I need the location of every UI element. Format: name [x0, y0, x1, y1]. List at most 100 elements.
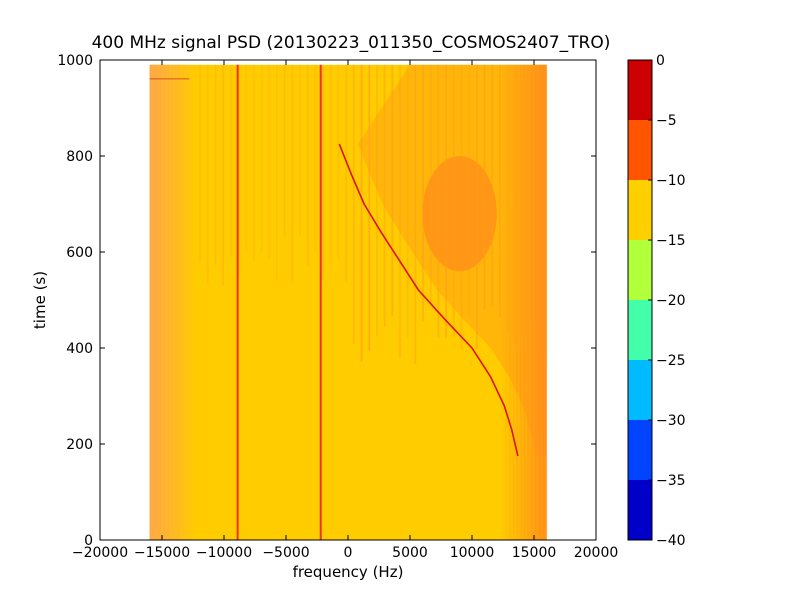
colorbar-tick-label: −20 — [656, 293, 686, 309]
noise-streak — [499, 64, 501, 317]
y-axis: 0 200 400 600 800 1000 — [57, 53, 596, 549]
colorbar-tick-label: −15 — [656, 233, 686, 249]
noise-streak — [206, 64, 209, 284]
noise-streak — [414, 64, 417, 364]
noise-streak — [214, 64, 217, 265]
colorbar-tick-label: −35 — [656, 473, 686, 489]
edge-strip — [516, 64, 521, 540]
y-tick-label: 800 — [66, 149, 93, 165]
noise-streak — [229, 64, 232, 257]
noise-streak — [506, 64, 509, 330]
x-tick-label: 0 — [344, 545, 353, 561]
noise-streak — [222, 64, 225, 286]
noise-streak — [429, 64, 432, 304]
y-tick-label: 1000 — [57, 53, 93, 69]
colorbar-tick-label: −5 — [656, 113, 677, 129]
doppler-trace — [338, 143, 519, 457]
y-tick-label: 400 — [66, 341, 93, 357]
noise-streak — [199, 64, 201, 263]
edge-strip — [175, 64, 180, 540]
x-tick-label: −10000 — [196, 545, 252, 561]
noise-streak — [276, 64, 278, 281]
x-tick-label: 5000 — [392, 545, 428, 561]
edge-strip — [531, 64, 536, 540]
edge-strip — [512, 64, 518, 540]
edge-strip — [179, 64, 184, 540]
y-tick-label: 200 — [66, 437, 93, 453]
colorbar-segment — [628, 360, 652, 420]
noise-streak — [445, 64, 448, 338]
edge-strip — [183, 64, 188, 540]
edge-strip — [505, 64, 510, 540]
edge-strip — [538, 64, 544, 540]
edge-strip — [157, 64, 162, 540]
edge-strip — [542, 64, 547, 540]
heatmap-background — [149, 64, 547, 540]
y-tick-label: 600 — [66, 245, 93, 261]
noise-streak — [253, 64, 255, 262]
colorbar-segment — [628, 60, 652, 120]
top-mark — [149, 78, 190, 80]
edge-strip — [160, 64, 165, 540]
noise-streak — [437, 64, 440, 338]
noise-streak — [514, 64, 517, 346]
x-tick-label: 20000 — [574, 545, 619, 561]
y-tick-label: 0 — [84, 533, 93, 549]
colorbar-segment — [628, 420, 652, 480]
noise-streak — [245, 64, 248, 253]
heatmap-left-edge — [149, 64, 195, 540]
plot-area — [149, 64, 547, 540]
x-tick-label: −20000 — [72, 545, 128, 561]
colorbar-tick-label: −30 — [656, 413, 686, 429]
edge-strip — [509, 64, 514, 540]
x-tick-label: −15000 — [134, 545, 190, 561]
noise-streak — [345, 64, 348, 282]
edge-strip — [149, 64, 154, 540]
noise-streak — [337, 64, 340, 259]
edge-strip — [186, 64, 192, 540]
edge-strip — [164, 64, 169, 540]
noise-streak — [322, 64, 325, 281]
edge-strip — [190, 64, 195, 540]
noise-streak — [376, 64, 378, 336]
edge-strip — [524, 64, 529, 540]
noise-streak — [383, 64, 386, 327]
noise-streak — [460, 64, 463, 350]
noise-streak — [283, 64, 286, 237]
doppler-trace-layer — [338, 143, 519, 457]
noise-streak — [306, 64, 309, 267]
noise-streak — [299, 64, 301, 236]
colorbar: −40 −35 −30 −25 −20 −15 −10 −5 0 — [627, 53, 686, 549]
colorbar-segment — [628, 120, 652, 180]
noise-streak — [491, 64, 494, 305]
colorbar-segment — [628, 480, 652, 540]
noise-streak — [314, 64, 317, 252]
x-tick-label: −5000 — [262, 545, 309, 561]
noise-streak — [352, 64, 355, 344]
noise-streak — [291, 64, 294, 284]
colorbar-tick-label: −25 — [656, 353, 686, 369]
heatmap-image — [149, 64, 547, 540]
noise-streak — [522, 64, 524, 353]
edge-strip — [153, 64, 158, 540]
noise-streak — [368, 64, 371, 352]
edge-strip — [171, 64, 177, 540]
noise-streak — [260, 64, 263, 252]
noise-streak — [545, 64, 547, 367]
x-axis-label: frequency (Hz) — [293, 563, 404, 581]
noise-streak — [268, 64, 271, 259]
noise-streak — [422, 64, 424, 322]
noise-streak — [475, 64, 478, 350]
carrier-lines — [236, 64, 322, 540]
noise-streak — [360, 64, 363, 362]
x-axis: −20000 −15000 −10000 −5000 0 5000 10000 15000 20… — [72, 60, 618, 561]
colorbar-tick-label: −40 — [656, 533, 686, 549]
x-tick-label: 15000 — [512, 545, 557, 561]
noise-streak — [468, 64, 471, 318]
colorbar-tick-label: 0 — [656, 53, 665, 69]
edge-strip — [520, 64, 525, 540]
x-tick-label: 10000 — [450, 545, 495, 561]
noise-streak — [483, 64, 486, 310]
noise-streak — [406, 64, 409, 337]
